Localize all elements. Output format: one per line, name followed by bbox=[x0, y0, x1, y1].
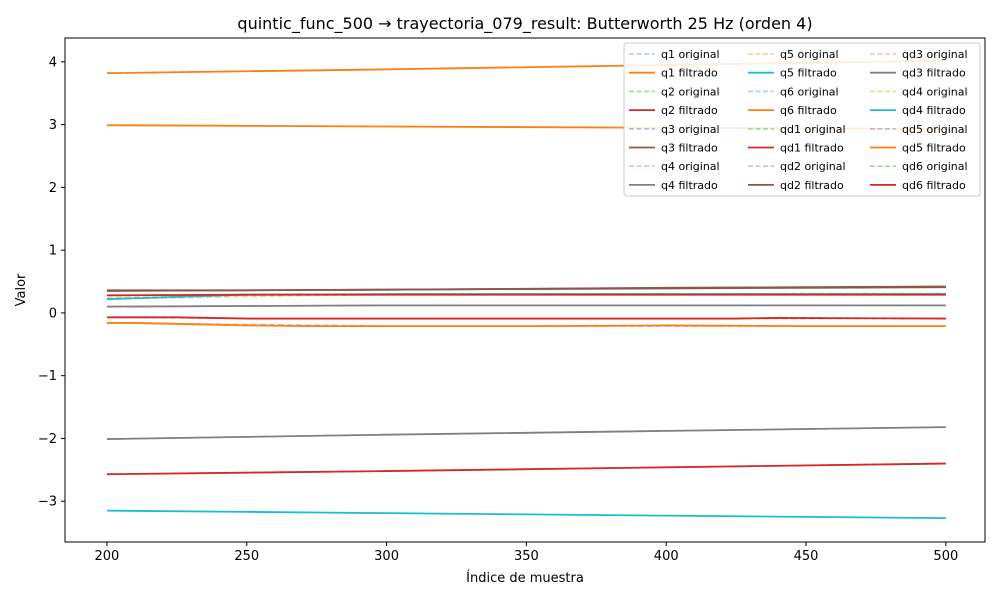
legend-label-qd1-original: qd1 original bbox=[780, 123, 846, 136]
legend-label-qd5-filtrado: qd5 filtrado bbox=[902, 142, 966, 155]
legend-label-q1-original: q1 original bbox=[661, 48, 720, 61]
legend-label-q4-filtrado: q4 filtrado bbox=[661, 179, 718, 192]
series-line-q4-filtrado bbox=[106, 426, 946, 440]
chart-title: quintic_func_500 → trayectoria_079_resul… bbox=[237, 14, 812, 34]
x-tick-label: 450 bbox=[794, 549, 819, 564]
series-line-qd3-filtrado bbox=[106, 304, 946, 308]
x-tick-label: 200 bbox=[95, 549, 120, 564]
legend-label-qd6-filtrado: qd6 filtrado bbox=[902, 179, 966, 192]
legend-label-q6-filtrado: q6 filtrado bbox=[780, 104, 837, 117]
series-line-qd2-filtrado bbox=[106, 286, 946, 292]
legend-label-qd4-filtrado: qd4 filtrado bbox=[902, 104, 966, 117]
plot-frame bbox=[64, 37, 986, 543]
legend: q1 original q1 filtrado q2 original q2 filt… bbox=[623, 42, 981, 197]
series-line-qd1-filtrado bbox=[106, 316, 946, 320]
y-tick-label: 3 bbox=[49, 118, 57, 133]
y-axis-title: Valor bbox=[14, 273, 29, 306]
series-line-qd5-filtrado bbox=[106, 322, 946, 327]
legend-label-qd6-original: qd6 original bbox=[902, 160, 968, 173]
y-tick-label: 2 bbox=[49, 181, 57, 196]
legend-label-qd2-original: qd2 original bbox=[780, 160, 846, 173]
legend-label-q3-original: q3 original bbox=[661, 123, 720, 136]
x-tick-label: 500 bbox=[933, 549, 958, 564]
x-tick-label: 350 bbox=[514, 549, 539, 564]
series-line-qd6-filtrado bbox=[106, 293, 946, 297]
legend-label-qd4-original: qd4 original bbox=[902, 85, 968, 98]
y-tick-label: −1 bbox=[38, 369, 57, 384]
legend-label-qd3-filtrado: qd3 filtrado bbox=[902, 67, 966, 80]
legend-box bbox=[623, 42, 981, 197]
y-axis: −3 −2 −1 0 1 2 3 4 bbox=[38, 55, 65, 510]
x-tick-label: 300 bbox=[374, 549, 399, 564]
y-tick-label: −3 bbox=[38, 495, 57, 510]
series-line-q2-filtrado bbox=[106, 462, 946, 476]
legend-label-qd5-original: qd5 original bbox=[902, 123, 968, 136]
y-tick-label: 0 bbox=[49, 306, 57, 321]
legend-label-qd1-filtrado: qd1 filtrado bbox=[780, 142, 844, 155]
legend-label-q5-filtrado: q5 filtrado bbox=[780, 67, 837, 80]
y-tick-label: 1 bbox=[49, 244, 57, 259]
y-tick-label: −2 bbox=[38, 432, 57, 447]
x-tick-label: 250 bbox=[234, 549, 259, 564]
legend-label-q2-original: q2 original bbox=[661, 85, 720, 98]
series-line-q5-filtrado bbox=[106, 509, 946, 520]
x-axis-title: Índice de muestra bbox=[466, 570, 584, 586]
legend-label-q3-filtrado: q3 filtrado bbox=[661, 142, 718, 155]
legend-label-qd2-filtrado: qd2 filtrado bbox=[780, 179, 844, 192]
plot-lines bbox=[106, 59, 946, 520]
y-tick-label: 4 bbox=[49, 55, 57, 70]
legend-label-q1-filtrado: q1 filtrado bbox=[661, 67, 718, 80]
legend-label-qd3-original: qd3 original bbox=[902, 48, 968, 61]
legend-label-q6-original: q6 original bbox=[780, 85, 839, 98]
legend-label-q5-original: q5 original bbox=[780, 48, 839, 61]
x-tick-label: 400 bbox=[654, 549, 679, 564]
x-axis: 200 250 300 350 400 450 500 bbox=[95, 542, 958, 564]
legend-label-q4-original: q4 original bbox=[661, 160, 720, 173]
legend-label-q2-filtrado: q2 filtrado bbox=[661, 104, 718, 117]
